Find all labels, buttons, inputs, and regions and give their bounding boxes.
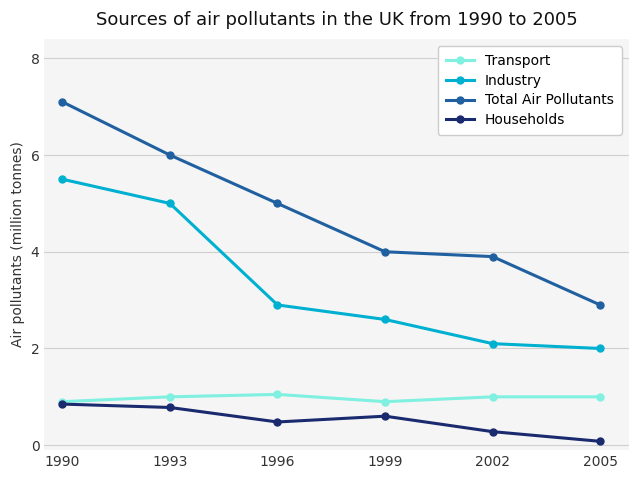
Households <box>166 405 173 410</box>
Transport <box>381 399 389 405</box>
Households <box>596 438 604 444</box>
Total Air Pollutants <box>596 302 604 308</box>
Industry <box>274 302 282 308</box>
Title: Sources of air pollutants in the UK from 1990 to 2005: Sources of air pollutants in the UK from… <box>96 11 577 29</box>
Transport <box>489 394 497 400</box>
Industry <box>489 341 497 347</box>
Total Air Pollutants <box>489 254 497 260</box>
Total Air Pollutants <box>381 249 389 255</box>
Line: Transport: Transport <box>59 391 604 405</box>
Transport <box>274 392 282 397</box>
Legend: Transport, Industry, Total Air Pollutants, Households: Transport, Industry, Total Air Pollutant… <box>438 46 622 135</box>
Industry <box>596 346 604 351</box>
Y-axis label: Air pollutants (million tonnes): Air pollutants (million tonnes) <box>11 142 25 348</box>
Total Air Pollutants <box>166 152 173 158</box>
Line: Industry: Industry <box>59 176 604 352</box>
Households <box>274 419 282 425</box>
Line: Households: Households <box>59 401 604 445</box>
Total Air Pollutants <box>274 201 282 206</box>
Transport <box>596 394 604 400</box>
Households <box>381 413 389 419</box>
Transport <box>166 394 173 400</box>
Line: Total Air Pollutants: Total Air Pollutants <box>59 98 604 309</box>
Total Air Pollutants <box>58 99 66 105</box>
Industry <box>166 201 173 206</box>
Industry <box>58 176 66 182</box>
Industry <box>381 317 389 323</box>
Households <box>58 401 66 407</box>
Transport <box>58 399 66 405</box>
Households <box>489 429 497 434</box>
